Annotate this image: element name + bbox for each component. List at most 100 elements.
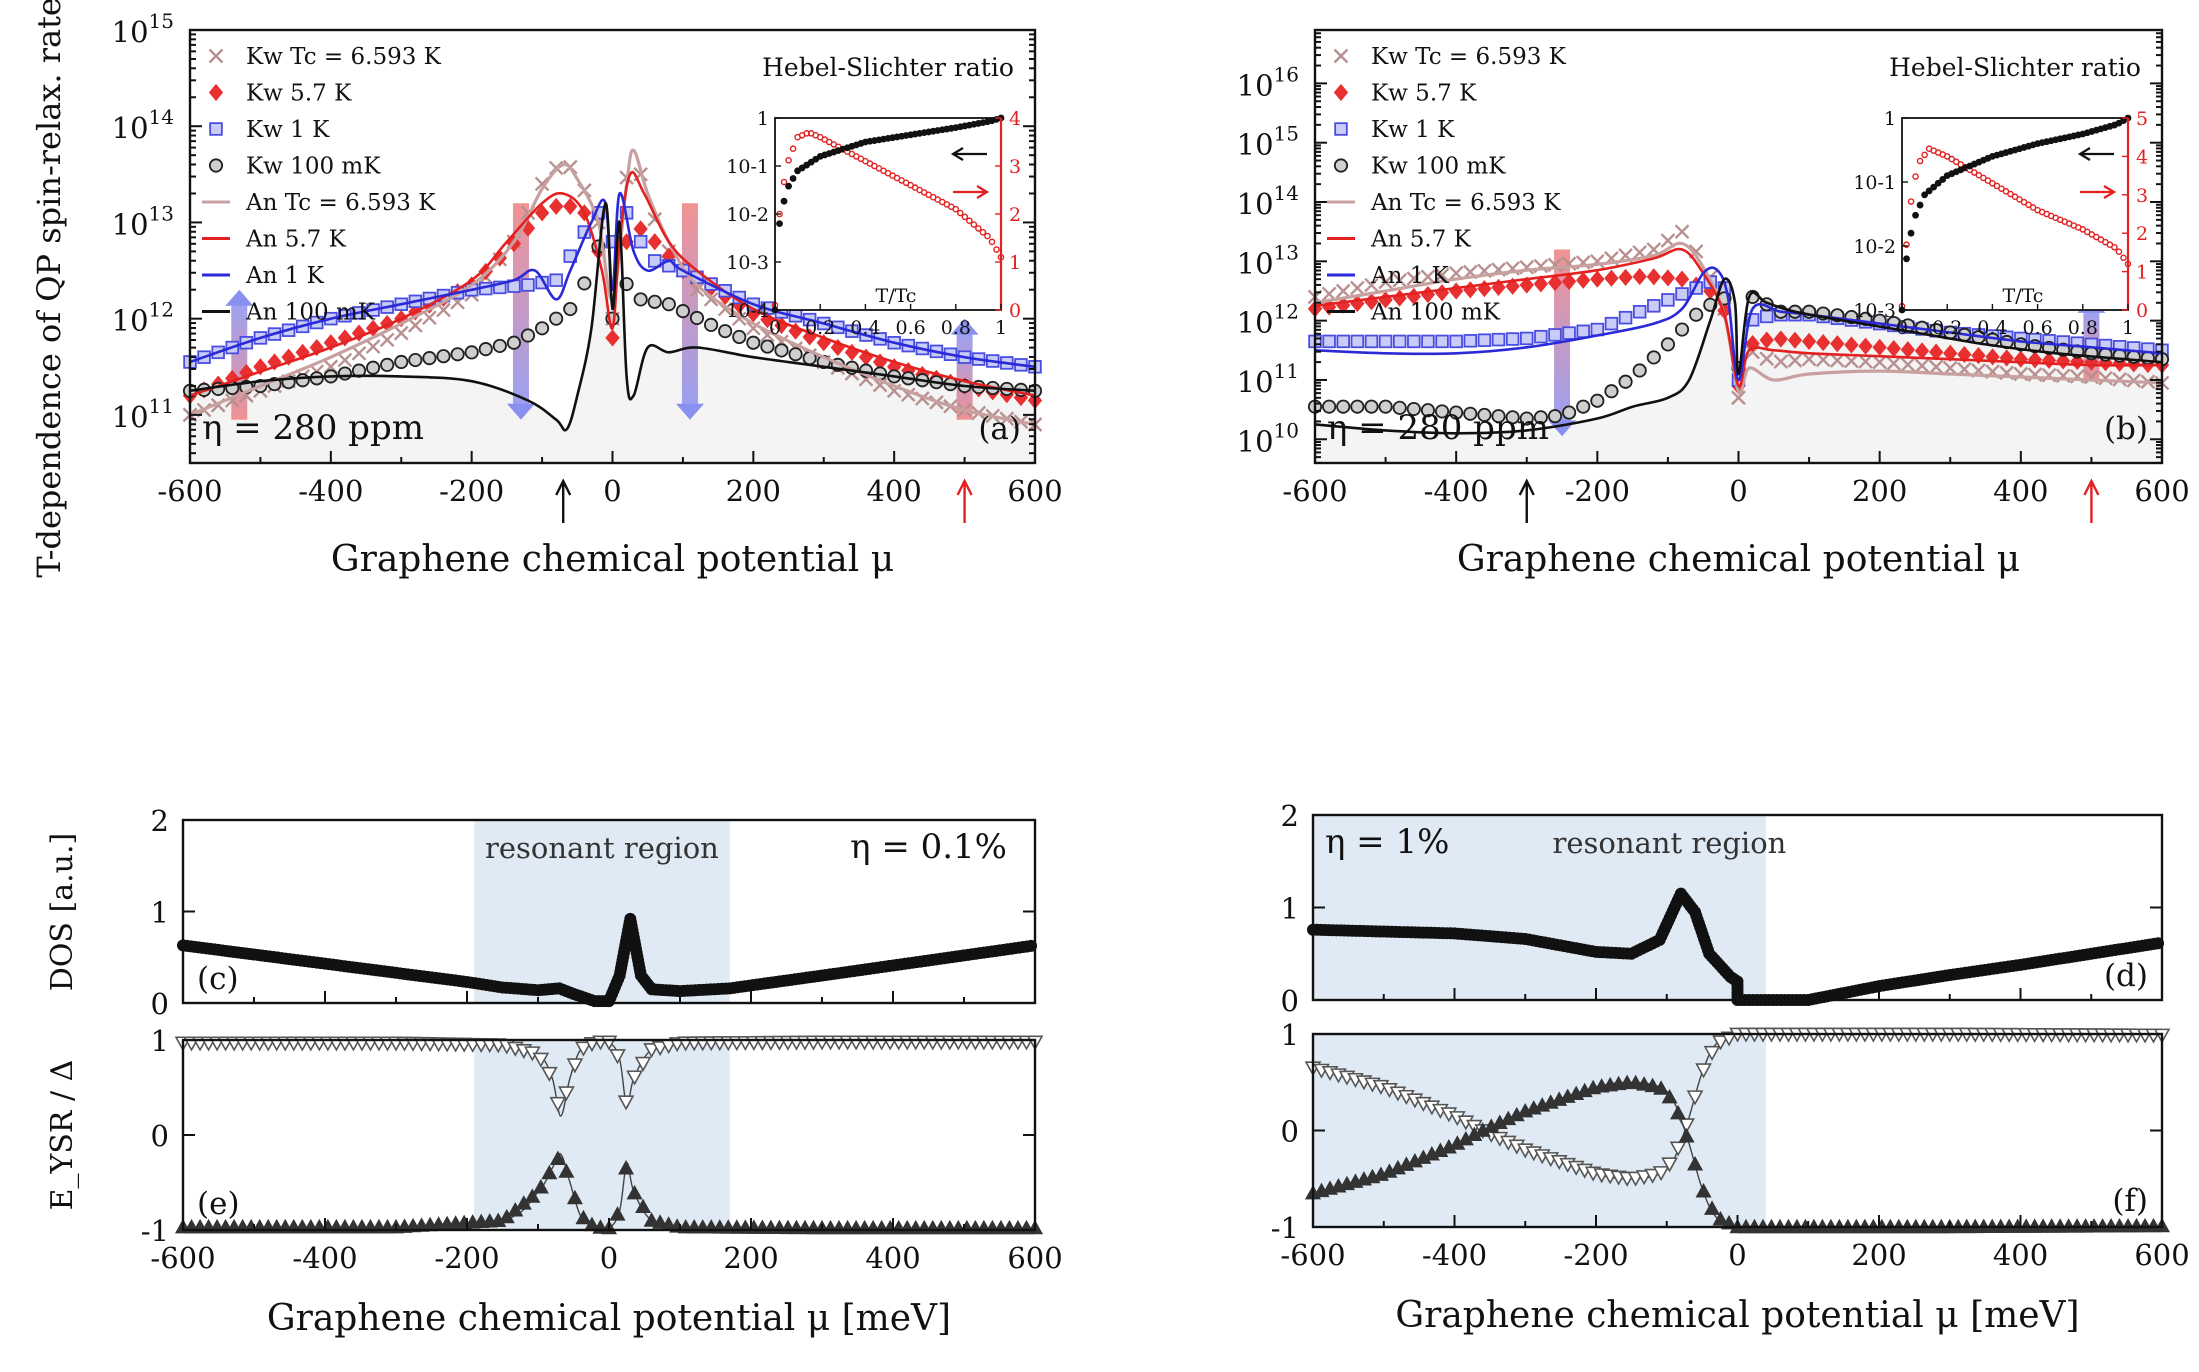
data-point [1674, 322, 1690, 337]
inset-left-tick-label: 10-1 [726, 156, 769, 178]
inset-left-tick-label: 1 [757, 108, 769, 130]
data-point [1463, 406, 1478, 421]
inset-right-tick-label: 3 [1009, 156, 1021, 178]
data-point [633, 234, 648, 249]
data-point [648, 254, 662, 268]
data-point [436, 349, 451, 364]
data-point [1562, 326, 1576, 340]
data-point [1695, 1063, 1712, 1079]
series-line [1314, 247, 2163, 388]
legend-label: Kw 100 mK [246, 154, 381, 180]
data-point [1548, 328, 1562, 342]
data-point [1914, 358, 1930, 374]
data-point [1661, 1088, 1678, 1104]
y-tick-label: 0 [151, 1119, 169, 1153]
data-point [1670, 1104, 1687, 1120]
inset-red-point [1912, 173, 1919, 180]
x-axis-label: Graphene chemical potential μ [meV] [1395, 1295, 2079, 1336]
x-tick-label: 0 [1729, 474, 1747, 508]
inset-hebel-slichter: Hebel-Slichter ratio 0 0.2 0.4 0.6 0.8 1 T/Tc 1 1… [726, 53, 1021, 339]
data-point [1505, 410, 1520, 425]
y-tick-label: 1015 [1237, 122, 1299, 162]
x-axis-label: Graphene chemical potential μ [1457, 539, 2020, 580]
inset-right-tick-label: 3 [2136, 185, 2148, 207]
data-point [1392, 400, 1407, 415]
data-point [575, 1209, 592, 1225]
inset-black-point [1930, 183, 1938, 191]
x-tick-label: 600 [2134, 474, 2189, 508]
resonant-region-label: resonant region [485, 831, 719, 865]
data-point [1449, 334, 1463, 349]
y-tick-label: 1015 [112, 9, 174, 49]
data-point [617, 1095, 635, 1111]
data-point [633, 292, 648, 307]
inset-right-tick-label: 2 [1009, 204, 1021, 226]
data-point [464, 345, 479, 360]
data-point [1519, 276, 1534, 294]
data-point [1801, 351, 1817, 367]
panel-tag: (e) [197, 1186, 240, 1222]
y-tick-label: 1011 [1237, 359, 1299, 399]
x-tick-label: 600 [1007, 474, 1062, 508]
inset-x-tick-label: 1 [995, 317, 1007, 339]
data-point [549, 1096, 567, 1112]
data-point [521, 278, 535, 292]
inset-x-tick-label: 1 [2122, 317, 2134, 339]
data-point [1435, 334, 1449, 349]
inset-red-point [780, 178, 788, 186]
data-point [1957, 345, 1972, 364]
data-point [1576, 271, 1591, 289]
x-tick-label: 400 [1993, 474, 2048, 508]
x-tick-label: -200 [1565, 474, 1630, 508]
data-point [532, 1179, 549, 1194]
data-point [1505, 332, 1520, 346]
inset-red-point [966, 217, 973, 225]
data-point [1618, 268, 1633, 287]
inset-right-tick-label: 4 [2136, 146, 2148, 168]
data-point [366, 360, 381, 375]
y-tick-exponent: 14 [149, 105, 174, 129]
data-point [1632, 304, 1647, 319]
data-point [643, 1212, 660, 1227]
inset-red-point [1952, 158, 1960, 166]
data-point [1858, 337, 1873, 355]
x-tick-label: 200 [1851, 1238, 1906, 1272]
inset-black-point [1925, 187, 1933, 195]
data-point [1533, 410, 1548, 425]
data-point [541, 1164, 558, 1180]
data-point [1900, 357, 1916, 372]
series-upper [174, 1035, 1044, 1117]
inset-black-point [776, 220, 783, 228]
data-point [563, 301, 578, 317]
inset-red-arrow [2080, 185, 2117, 199]
data-point [1646, 350, 1661, 365]
data-point [1590, 393, 1605, 408]
inset-black-arrow [2077, 147, 2114, 161]
down-arrow-band [1554, 249, 1571, 423]
inset-red-arrow [953, 185, 990, 199]
inset-red-point [1903, 241, 1910, 249]
x-tick-label: -200 [1563, 1238, 1628, 1272]
legend-swatch [208, 48, 224, 64]
data-point [535, 321, 550, 336]
legend-label: Kw 5.7 K [246, 81, 352, 107]
data-point [1745, 334, 1760, 353]
data-point [1674, 270, 1690, 288]
data-point [1590, 270, 1605, 288]
data-point [788, 347, 803, 362]
data-point [1491, 332, 1506, 347]
inset-x-tick-label: 0.4 [850, 317, 880, 339]
data-point [1886, 356, 1902, 371]
panel-tag: (d) [2104, 958, 2148, 994]
data-point [566, 1058, 584, 1074]
y-tick-base: 10 [1237, 306, 1274, 340]
inset-black-point [780, 197, 788, 205]
data-point [1646, 268, 1661, 286]
x-tick-label: -600 [1280, 1238, 1345, 1272]
resonant-region [474, 1040, 730, 1230]
inset-red-point [2120, 254, 2127, 262]
red-arrow-marker [956, 478, 973, 523]
data-point [1632, 363, 1647, 378]
data-point [1364, 399, 1379, 414]
data-point [1420, 403, 1436, 418]
